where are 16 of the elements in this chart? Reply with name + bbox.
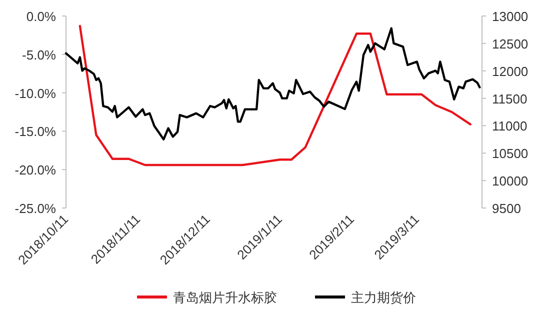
y-tick-label: -10.0% bbox=[14, 86, 56, 101]
y2-tick-label: 13000 bbox=[492, 9, 528, 24]
y2-tick-label: 11000 bbox=[492, 118, 528, 134]
y-tick-label: 0.0% bbox=[26, 9, 56, 24]
y2-tick-label: 10500 bbox=[492, 146, 528, 162]
y2-tick-label: 9500 bbox=[492, 201, 521, 216]
y-tick-label: -5.0% bbox=[22, 47, 56, 62]
y-tick-label: -20.0% bbox=[14, 162, 56, 178]
y2-tick-label: 12500 bbox=[492, 36, 528, 52]
y-tick-label: -25.0% bbox=[14, 201, 56, 216]
legend-label: 主力期货价 bbox=[351, 290, 416, 305]
y2-tick-label: 11500 bbox=[492, 91, 528, 106]
y2-tick-label: 12000 bbox=[492, 64, 528, 79]
y2-tick-label: 10000 bbox=[492, 174, 528, 189]
legend-label: 青岛烟片升水标胶 bbox=[173, 290, 277, 305]
y-tick-label: -15.0% bbox=[14, 124, 56, 140]
